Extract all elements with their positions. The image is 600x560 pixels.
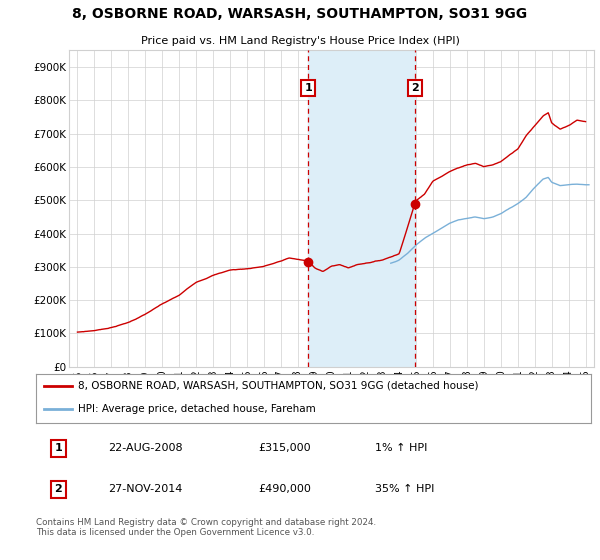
Text: 27-NOV-2014: 27-NOV-2014 — [108, 484, 182, 494]
Text: HPI: Average price, detached house, Fareham: HPI: Average price, detached house, Fare… — [77, 404, 316, 414]
Text: £315,000: £315,000 — [258, 444, 311, 454]
Text: 2: 2 — [411, 83, 419, 94]
Text: 1: 1 — [305, 83, 313, 94]
Text: 8, OSBORNE ROAD, WARSASH, SOUTHAMPTON, SO31 9GG: 8, OSBORNE ROAD, WARSASH, SOUTHAMPTON, S… — [73, 7, 527, 21]
Text: 2: 2 — [55, 484, 62, 494]
Text: Price paid vs. HM Land Registry's House Price Index (HPI): Price paid vs. HM Land Registry's House … — [140, 36, 460, 46]
Text: 35% ↑ HPI: 35% ↑ HPI — [374, 484, 434, 494]
Text: £490,000: £490,000 — [258, 484, 311, 494]
Bar — [308, 50, 415, 367]
Text: 1: 1 — [55, 444, 62, 454]
Text: Contains HM Land Registry data © Crown copyright and database right 2024.
This d: Contains HM Land Registry data © Crown c… — [36, 518, 376, 538]
Text: 8, OSBORNE ROAD, WARSASH, SOUTHAMPTON, SO31 9GG (detached house): 8, OSBORNE ROAD, WARSASH, SOUTHAMPTON, S… — [77, 381, 478, 391]
Text: 22-AUG-2008: 22-AUG-2008 — [108, 444, 183, 454]
Text: 1% ↑ HPI: 1% ↑ HPI — [374, 444, 427, 454]
